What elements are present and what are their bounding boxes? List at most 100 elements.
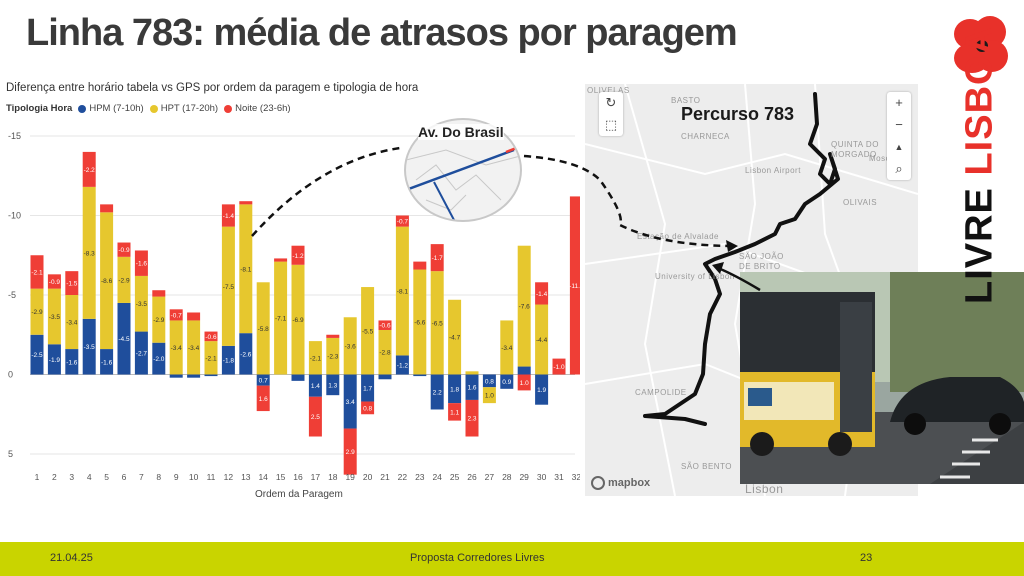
bar-segment: [535, 374, 549, 405]
map-label: OLIVAIS: [843, 198, 878, 207]
map-label: DE BRITO: [739, 262, 781, 271]
map-label: Lisbon Airport: [745, 166, 801, 175]
bar-data-label: -3.4: [188, 345, 200, 352]
bar-segment: [465, 374, 479, 400]
x-tick-label: 4: [87, 472, 92, 482]
bar-segment: [204, 331, 218, 342]
bar-segment: [221, 345, 235, 375]
footer-bar: 21.04.25 Proposta Corredores Livres 23: [0, 542, 1024, 576]
x-tick-label: 26: [467, 472, 477, 482]
x-tick-label: 7: [139, 472, 144, 482]
bar-segment: [187, 320, 201, 375]
rotate-icon[interactable]: ↻: [605, 95, 617, 110]
bar-segment: [448, 374, 462, 404]
bar-data-label: 1.1: [450, 409, 459, 416]
delay-bar-chart: -15 -10 -5 0 5 -2.5 -2.9 -2.1 1 -1.9 -3.5 -0.9 2 -1.6…: [8, 131, 580, 482]
y-tick-label: 0: [8, 370, 13, 380]
bar-data-label: -2.7: [136, 351, 148, 358]
footer-page-number: 23: [860, 552, 873, 564]
bar-segment: [169, 320, 183, 375]
mapbox-attribution[interactable]: mapbox: [591, 476, 650, 490]
x-tick-label: 8: [156, 472, 161, 482]
bar-data-label: -2.0: [153, 356, 165, 363]
bar-segment: [500, 320, 514, 375]
bar-segment: [413, 374, 427, 377]
zoom-in-button[interactable]: +: [895, 95, 903, 110]
bar-segment: [308, 341, 322, 375]
compass-button[interactable]: ▲: [894, 142, 904, 152]
bar-segment: [343, 374, 357, 429]
bar-data-label: -3.4: [171, 345, 183, 352]
select-box-icon[interactable]: ⬚: [604, 117, 618, 132]
bar-data-label: -7.6: [519, 304, 531, 311]
bar-segment: [204, 341, 218, 375]
bar-data-label: -4.4: [536, 337, 548, 344]
bar-segment: [395, 215, 409, 227]
map-label: CHARNECA: [681, 132, 730, 141]
bar-segment: [239, 204, 253, 334]
bar-data-label: -11.2: [569, 283, 580, 290]
bar-data-label: -2.1: [205, 355, 217, 362]
bar-segment: [274, 258, 288, 262]
map-label: QUINTA DO: [831, 140, 879, 149]
slide-title: Linha 783: média de atrasos por paragem: [26, 12, 738, 54]
bar-segment: [517, 374, 531, 391]
legend-swatch-hpm: [78, 104, 87, 113]
bar-segment: [187, 374, 201, 378]
bar-data-label: -4.7: [449, 335, 461, 342]
bar-segment: [100, 204, 114, 213]
legend-label-noite: Noite (23-6h): [235, 103, 291, 114]
bar-data-label: 0.7: [259, 378, 268, 385]
x-tick-label: 3: [69, 472, 74, 482]
bar-data-label: -8.6: [101, 278, 113, 285]
footer-date: 21.04.25: [50, 552, 93, 564]
x-tick-label: 21: [380, 472, 390, 482]
map-zoom-controls: + − ▲ ⌕: [887, 92, 911, 180]
bar-segment: [204, 374, 218, 377]
bar-segment: [30, 334, 44, 375]
footer-title: Proposta Corredores Livres: [410, 552, 545, 564]
x-tick-label: 10: [189, 472, 199, 482]
map-title: Percurso 783: [681, 104, 795, 124]
bar-data-label: -2.9: [153, 317, 165, 324]
bar-segment: [500, 374, 514, 389]
bar-segment: [465, 371, 479, 375]
x-tick-label: 12: [224, 472, 234, 482]
bar-segment: [448, 299, 462, 375]
bar-segment: [65, 271, 79, 295]
bar-segment: [291, 374, 305, 381]
bar-segment: [82, 151, 96, 187]
bar-data-label: -2.2: [84, 167, 96, 174]
x-tick-label: 9: [174, 472, 179, 482]
bus-photo: [740, 272, 1024, 484]
bar-segment: [117, 242, 131, 257]
bar-data-label: 1.6: [259, 396, 268, 403]
bar-segment: [308, 396, 322, 437]
bar-data-label: -8.3: [84, 250, 96, 257]
bar-segment: [65, 295, 79, 350]
bar-segment: [30, 288, 44, 335]
bar-segment: [291, 245, 305, 265]
bar-data-label: -1.7: [432, 255, 444, 262]
bar-segment: [326, 334, 340, 338]
bar-segment: [47, 274, 61, 289]
bar-segment: [100, 212, 114, 350]
zoom-out-button[interactable]: −: [895, 117, 903, 132]
bar-data-label: -1.9: [49, 357, 61, 364]
bar-segment: [413, 269, 427, 375]
bar-data-label: -1.8: [223, 358, 235, 365]
bar-data-label: -2.3: [327, 354, 339, 361]
bar-segment: [47, 344, 61, 375]
bar-segment: [378, 320, 392, 330]
bar-data-label: 2.2: [433, 389, 442, 396]
bar-segment: [430, 244, 444, 272]
x-tick-label: 27: [485, 472, 495, 482]
bar-data-label: 3.4: [346, 399, 355, 406]
bar-data-label: -2.1: [310, 355, 322, 362]
search-icon[interactable]: ⌕: [895, 161, 903, 176]
bar-segment: [134, 331, 148, 375]
legend-label-hpm: HPM (7-10h): [89, 103, 144, 114]
poppy-icon: [954, 16, 1008, 73]
bar-data-label: -0.6: [379, 323, 391, 330]
bar-segment: [569, 196, 580, 375]
